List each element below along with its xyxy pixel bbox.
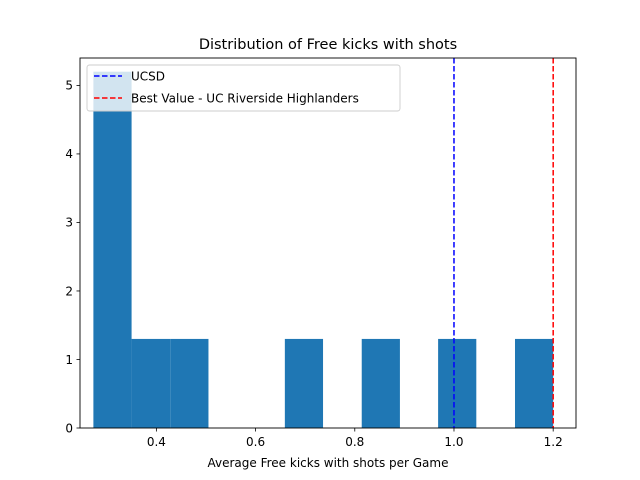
histogram-bar-0 <box>93 71 132 428</box>
histogram-bar-11 <box>514 338 554 428</box>
histogram-bar-9 <box>438 338 477 428</box>
y-tick-label: 5 <box>65 79 73 93</box>
y-tick-label: 2 <box>65 284 73 298</box>
legend-box <box>86 64 401 112</box>
histogram-bar-7 <box>361 338 400 428</box>
y-axis-ticks: 0 1 2 3 4 5 <box>65 79 80 435</box>
legend-entry-label: Best Value - UC Riverside Highlanders <box>131 91 359 105</box>
x-axis-ticks: 0.4 0.6 0.8 1.0 1.2 <box>147 428 563 449</box>
histogram-bars <box>93 71 554 428</box>
legend-entry-label: UCSD <box>131 69 165 83</box>
histogram-bar-1 <box>131 338 171 428</box>
x-tick-label: 0.4 <box>147 435 166 449</box>
histogram-bar-2 <box>170 338 209 428</box>
chart-title: Distribution of Free kicks with shots <box>199 37 457 53</box>
y-tick-label: 3 <box>65 216 73 230</box>
x-tick-label: 0.6 <box>246 435 265 449</box>
reference-lines <box>453 58 554 428</box>
legend: UCSD Best Value - UC Riverside Highlander… <box>86 64 401 112</box>
y-tick-label: 0 <box>65 421 73 435</box>
y-tick-label: 1 <box>65 353 73 367</box>
y-tick-label: 4 <box>65 147 73 161</box>
x-tick-label: 1.2 <box>544 435 563 449</box>
x-tick-label: 0.8 <box>345 435 364 449</box>
plot-frame <box>79 57 577 429</box>
x-tick-label: 1.0 <box>444 435 463 449</box>
histogram-bar-5 <box>284 338 324 428</box>
x-axis-label: Average Free kicks with shots per Game <box>208 456 449 470</box>
